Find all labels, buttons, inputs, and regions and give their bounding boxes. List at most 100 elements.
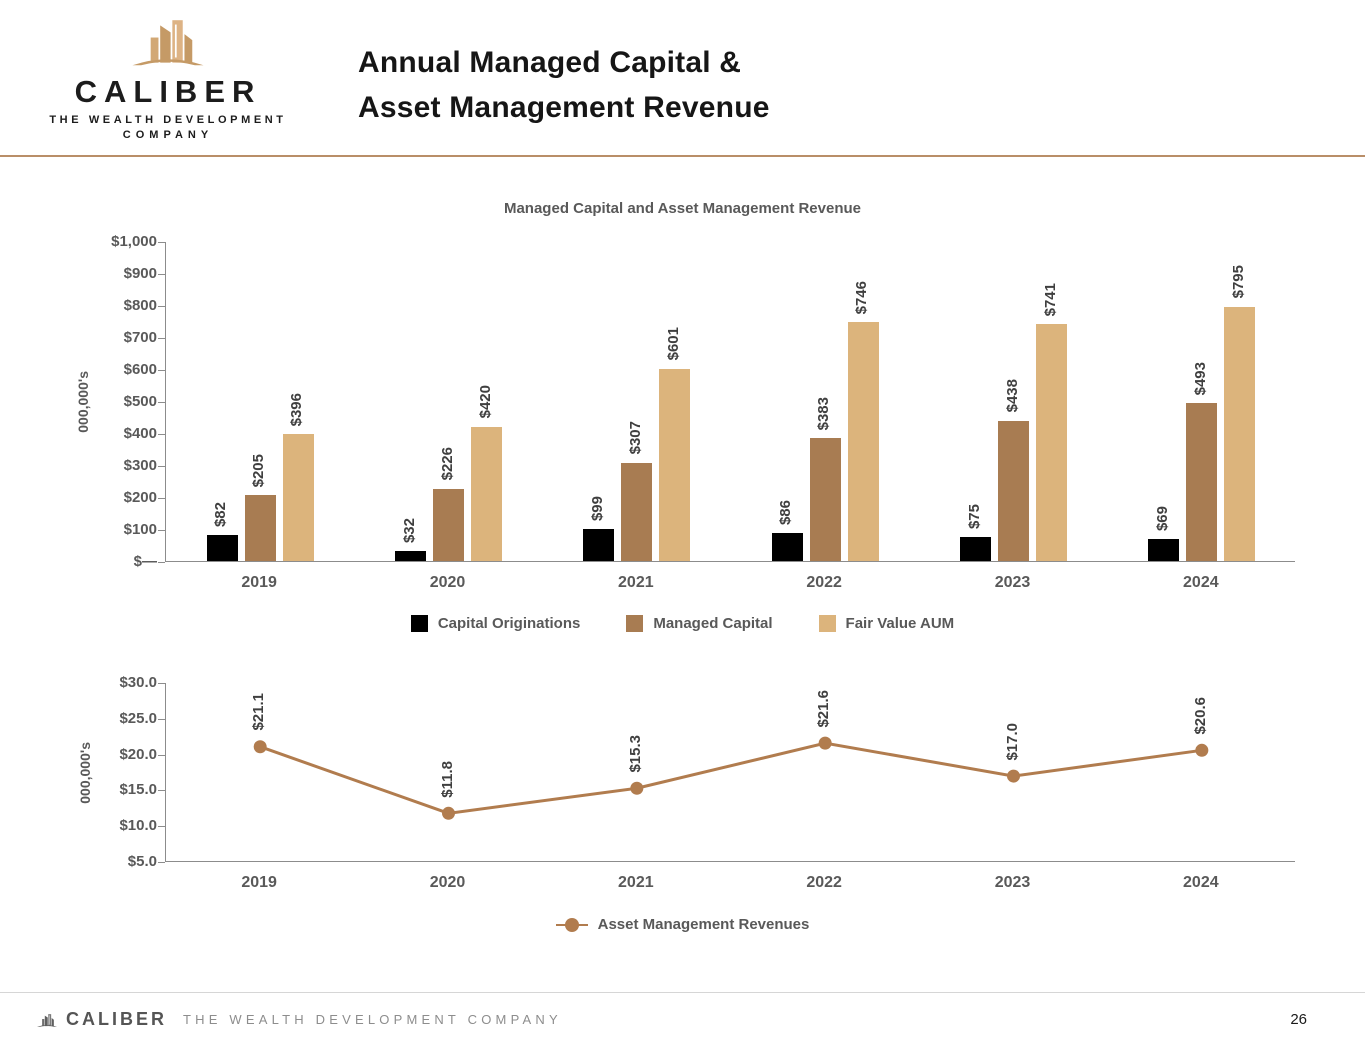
legend-item-asset-management-revenues: Asset Management Revenues xyxy=(555,916,810,933)
bar-managed-capital-2022 xyxy=(809,438,841,561)
bar-chart-legend: Capital Originations Managed Capital Fair … xyxy=(0,615,1365,632)
bar-value-label-capital-originations-2021: $99 xyxy=(588,496,606,522)
legend-item-fair-value-aum: Fair Value AUM xyxy=(818,615,954,632)
bar-capital-originations-2020 xyxy=(395,550,426,561)
footer-brand-text: CALIBER xyxy=(66,1009,167,1029)
bar-y-tick-label: $100 xyxy=(123,521,157,538)
bar-y-tick-label: $— xyxy=(133,553,157,570)
line-value-label-2019: $21.1 xyxy=(250,693,268,731)
bar-fair-value-aum-2024 xyxy=(1224,306,1256,561)
bar-x-tick-label-2019: 2019 xyxy=(241,574,277,591)
bar-y-tick-mark xyxy=(158,562,165,563)
fair-value-aum-swatch-icon xyxy=(818,615,836,632)
bar-y-tick-mark xyxy=(158,370,165,371)
managed-capital-swatch-icon xyxy=(626,615,644,632)
line-y-tick-mark xyxy=(158,862,165,863)
asset-management-revenues-line xyxy=(259,741,1203,815)
capital-originations-swatch-icon xyxy=(410,615,428,632)
bar-value-label-fair-value-aum-2020: $420 xyxy=(476,385,494,419)
line-legend-label: Asset Management Revenues xyxy=(597,916,810,933)
line-point-2023 xyxy=(1007,769,1020,783)
logo-brand-text: CALIBER xyxy=(74,74,262,109)
footer-tagline: THE WEALTH DEVELOPMENT COMPANY xyxy=(183,1012,562,1027)
line-value-label-2022: $21.6 xyxy=(815,689,833,728)
bar-value-label-fair-value-aum-2019: $396 xyxy=(288,392,306,427)
bar-y-tick-mark xyxy=(158,434,165,435)
line-x-tick-label-2021: 2021 xyxy=(618,874,654,891)
bar-managed-capital-2023 xyxy=(998,420,1029,561)
line-y-tick-label: $30.0 xyxy=(119,674,157,691)
bar-capital-originations-2023 xyxy=(960,537,991,561)
legend-item-managed-capital: Managed Capital xyxy=(626,615,773,632)
page-title-line2: Asset Management Revenue xyxy=(358,91,770,124)
bar-fair-value-aum-2023 xyxy=(1036,323,1067,561)
bar-managed-capital-2020 xyxy=(433,488,464,561)
line-y-tick-mark xyxy=(158,790,165,792)
bar-y-tick-mark xyxy=(158,530,165,531)
building-logo-icon-small xyxy=(36,1013,58,1027)
bar-managed-capital-2019 xyxy=(244,495,276,561)
bar-fair-value-aum-2022 xyxy=(847,322,879,561)
bar-y-tick-label: $800 xyxy=(123,297,157,314)
bar-y-tick-label: $600 xyxy=(123,361,157,378)
bar-value-label-managed-capital-2021: $307 xyxy=(626,421,644,455)
line-x-tick-label-2024: 2024 xyxy=(1183,874,1219,891)
bar-value-label-capital-originations-2024: $69 xyxy=(1153,505,1171,531)
page-number: 26 xyxy=(1290,1011,1307,1028)
bar-value-label-fair-value-aum-2021: $601 xyxy=(664,327,682,361)
bar-value-label-managed-capital-2024: $493 xyxy=(1191,361,1209,396)
footer: CALIBER THE WEALTH DEVELOPMENT COMPANY 2… xyxy=(0,992,1365,1055)
line-point-2019 xyxy=(253,740,267,754)
bar-value-label-capital-originations-2023: $75 xyxy=(965,503,983,529)
bar-y-tick-label: $400 xyxy=(123,425,157,442)
page-title: Annual Managed Capital & Asset Managemen… xyxy=(358,40,770,130)
bar-x-tick-label-2022: 2022 xyxy=(806,574,842,591)
line-point-2022 xyxy=(818,736,832,750)
line-y-tick-mark xyxy=(158,754,165,756)
line-y-tick-mark xyxy=(158,683,165,684)
building-logo-icon xyxy=(132,20,204,66)
line-value-label-2024: $20.6 xyxy=(1191,696,1209,735)
bar-fair-value-aum-2020 xyxy=(471,426,502,561)
logo-tagline-line2: COMPANY xyxy=(122,129,214,141)
legend-dot-icon xyxy=(564,917,579,932)
bar-value-label-capital-originations-2019: $82 xyxy=(212,501,230,527)
bar-x-tick-label-2024: 2024 xyxy=(1183,574,1219,591)
page-title-line1: Annual Managed Capital & xyxy=(358,46,742,79)
bar-value-label-fair-value-aum-2023: $741 xyxy=(1041,282,1059,316)
bar-y-tick-mark xyxy=(158,338,165,339)
logo-tagline-line1: THE WEALTH DEVELOPMENT xyxy=(49,114,287,126)
bar-managed-capital-2021 xyxy=(621,462,653,561)
line-plot-area: $21.1 $11.8 $15.3 $21.6 $17.0 $20.6 xyxy=(165,683,1295,862)
line-point-2020 xyxy=(442,806,455,820)
caliber-logo: CALIBER THE WEALTH DEVELOPMENT COMPANY xyxy=(48,10,288,141)
bar-y-tick-label: $900 xyxy=(123,265,157,282)
bar-value-label-managed-capital-2019: $205 xyxy=(250,454,268,488)
bar-capital-originations-2024 xyxy=(1148,538,1180,561)
line-y-tick-label: $20.0 xyxy=(119,745,157,763)
line-y-tick-mark xyxy=(158,826,165,828)
line-chart-legend: Asset Management Revenues xyxy=(0,916,1365,933)
header-divider xyxy=(0,155,1365,157)
bar-value-label-managed-capital-2023: $438 xyxy=(1003,379,1021,413)
line-x-tick-label-2023: 2023 xyxy=(994,874,1031,891)
bar-managed-capital-2024 xyxy=(1186,403,1218,561)
bar-x-tick-label-2023: 2023 xyxy=(994,574,1031,591)
bar-value-label-managed-capital-2022: $383 xyxy=(815,397,833,431)
bar-value-label-managed-capital-2020: $226 xyxy=(438,447,456,481)
line-y-tick-label: $15.0 xyxy=(119,781,157,799)
bar-capital-originations-2019 xyxy=(206,534,238,561)
line-value-label-2023: $17.0 xyxy=(1003,722,1021,761)
bar-y-tick-mark xyxy=(158,274,165,275)
bar-x-tick-label-2021: 2021 xyxy=(618,574,654,591)
bar-y-tick-label: $500 xyxy=(123,393,157,410)
bar-y-tick-mark xyxy=(158,402,165,403)
bar-value-label-capital-originations-2022: $86 xyxy=(777,500,795,526)
footer-brand-block: CALIBER THE WEALTH DEVELOPMENT COMPANY xyxy=(36,1009,562,1030)
line-value-label-2021: $15.3 xyxy=(626,734,644,773)
line-series-svg xyxy=(253,736,1209,820)
bar-y-tick-mark xyxy=(158,242,165,243)
bar-y-tick-label: $300 xyxy=(123,457,157,474)
bar-y-tick-label: $700 xyxy=(123,329,157,346)
